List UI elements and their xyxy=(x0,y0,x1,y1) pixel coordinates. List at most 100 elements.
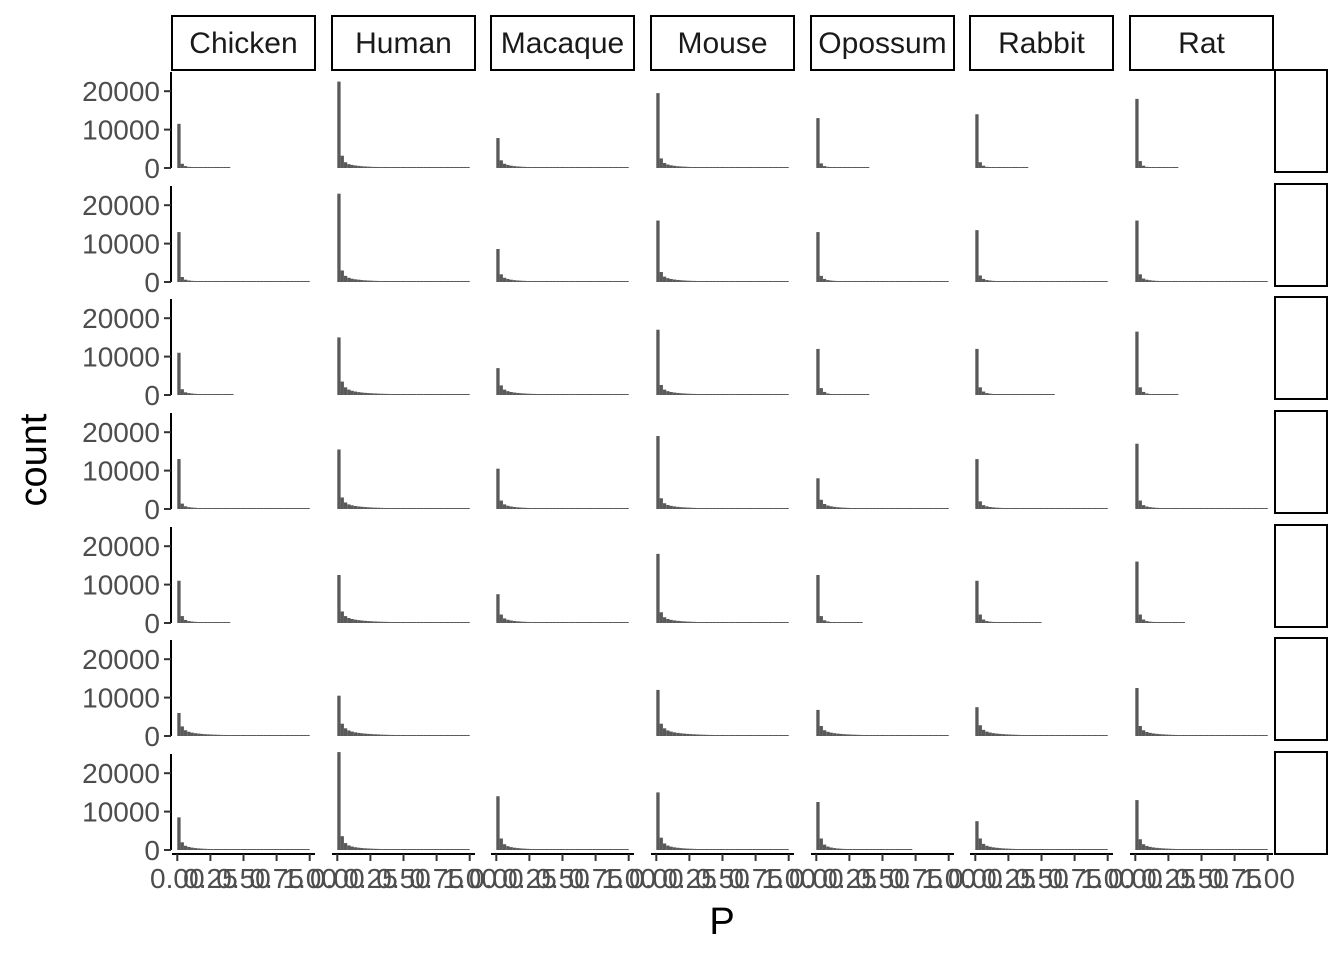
histogram-bar xyxy=(433,167,437,168)
histogram-bar xyxy=(618,508,623,509)
histogram-bar xyxy=(463,849,467,850)
histogram-bar xyxy=(446,735,450,736)
histogram-bar xyxy=(1171,508,1176,509)
histogram-bar xyxy=(293,281,297,282)
strip-label: Mouse xyxy=(677,27,767,60)
histogram-bar xyxy=(360,392,364,395)
histogram-bar xyxy=(981,843,986,850)
histogram-bar xyxy=(856,394,860,395)
histogram-bar xyxy=(1048,849,1052,850)
histogram-bar xyxy=(549,508,553,509)
histogram-bar xyxy=(353,619,358,623)
histogram-bar xyxy=(735,849,740,850)
histogram-bar xyxy=(542,849,546,850)
histogram-bar xyxy=(565,849,570,850)
histogram-bar xyxy=(453,281,457,282)
histogram-bar xyxy=(426,622,430,623)
histogram-bar xyxy=(732,281,736,282)
histogram-bar xyxy=(822,504,827,509)
histogram-bar xyxy=(816,478,820,509)
histogram-bar xyxy=(183,845,188,850)
histogram-bar xyxy=(1151,280,1156,282)
histogram-bar xyxy=(1031,735,1035,736)
histogram-bar xyxy=(413,281,417,282)
histogram-bar xyxy=(203,167,208,168)
histogram-bar xyxy=(1051,508,1055,509)
histogram-bar xyxy=(755,281,759,282)
histogram-bar xyxy=(745,394,749,395)
histogram-bar xyxy=(686,393,690,395)
histogram-bar xyxy=(340,497,344,509)
histogram-bar xyxy=(899,281,903,282)
histogram-bar xyxy=(978,387,982,395)
histogram-bar xyxy=(856,622,860,623)
histogram-bar xyxy=(981,278,986,282)
histogram-bar xyxy=(413,849,417,850)
histogram-bar xyxy=(839,733,843,736)
histogram-bar xyxy=(1038,394,1042,395)
histogram-bar xyxy=(1241,735,1245,736)
histogram-bar xyxy=(263,281,267,282)
histogram-bar xyxy=(775,508,779,509)
histogram-bar xyxy=(686,280,690,282)
histogram-bar xyxy=(539,167,543,168)
histogram-bar xyxy=(1044,394,1049,395)
histogram-bar xyxy=(719,281,723,282)
histogram-bar xyxy=(466,394,470,395)
histogram-bar xyxy=(177,712,181,736)
x-axis-rabbit: 0.000.250.500.751.00 xyxy=(948,853,1135,894)
histogram-bar xyxy=(712,394,716,395)
histogram-bar xyxy=(666,845,670,850)
y-tick-label: 0 xyxy=(144,267,160,298)
histogram-bar xyxy=(682,621,687,623)
histogram-bar xyxy=(1024,849,1029,850)
histogram-bar xyxy=(340,155,344,168)
histogram-bar xyxy=(1151,394,1156,395)
histogram-bar xyxy=(373,621,378,623)
histogram-bar xyxy=(552,281,556,282)
histogram-bar xyxy=(856,508,860,509)
histogram-bar xyxy=(233,508,237,509)
histogram-bar xyxy=(226,394,231,395)
histogram-bar xyxy=(689,280,693,282)
histogram-bar xyxy=(739,735,743,736)
histogram-bar xyxy=(762,849,766,850)
histogram-bar xyxy=(692,393,697,395)
histogram-bar xyxy=(722,281,726,282)
panel-macaque-liver xyxy=(496,594,629,623)
histogram-bar xyxy=(722,735,726,736)
histogram-bar xyxy=(569,394,573,395)
histogram-bar xyxy=(862,167,866,168)
histogram-bar xyxy=(975,230,979,282)
histogram-bar xyxy=(991,733,996,736)
histogram-bar xyxy=(1071,735,1075,736)
histogram-bar xyxy=(1165,394,1169,395)
histogram-bar xyxy=(902,849,906,850)
histogram-bar xyxy=(565,394,570,395)
histogram-bar xyxy=(207,281,211,282)
histogram-bar xyxy=(819,163,823,168)
histogram-bar xyxy=(380,734,384,736)
histogram-bar xyxy=(220,281,224,282)
histogram-bar xyxy=(396,167,401,168)
histogram-bar xyxy=(230,849,234,850)
histogram-bar xyxy=(1244,281,1248,282)
histogram-bar xyxy=(410,281,414,282)
histogram-bar xyxy=(269,508,274,509)
histogram-bar xyxy=(276,735,280,736)
histogram-bar xyxy=(1031,394,1035,395)
histogram-bar xyxy=(908,281,913,282)
histogram-bar xyxy=(1148,732,1152,736)
histogram-bar xyxy=(842,281,847,282)
histogram-bar xyxy=(575,849,580,850)
histogram-bar xyxy=(1021,394,1025,395)
histogram-bar xyxy=(892,508,896,509)
panel-macaque-kidney xyxy=(496,468,629,509)
panel-chicken-testis xyxy=(177,817,310,850)
histogram-bar xyxy=(377,621,381,623)
histogram-bar xyxy=(552,167,556,168)
histogram-bar xyxy=(755,167,759,168)
histogram-bar xyxy=(1135,561,1139,623)
histogram-bar xyxy=(183,166,188,168)
histogram-bar xyxy=(506,278,510,282)
